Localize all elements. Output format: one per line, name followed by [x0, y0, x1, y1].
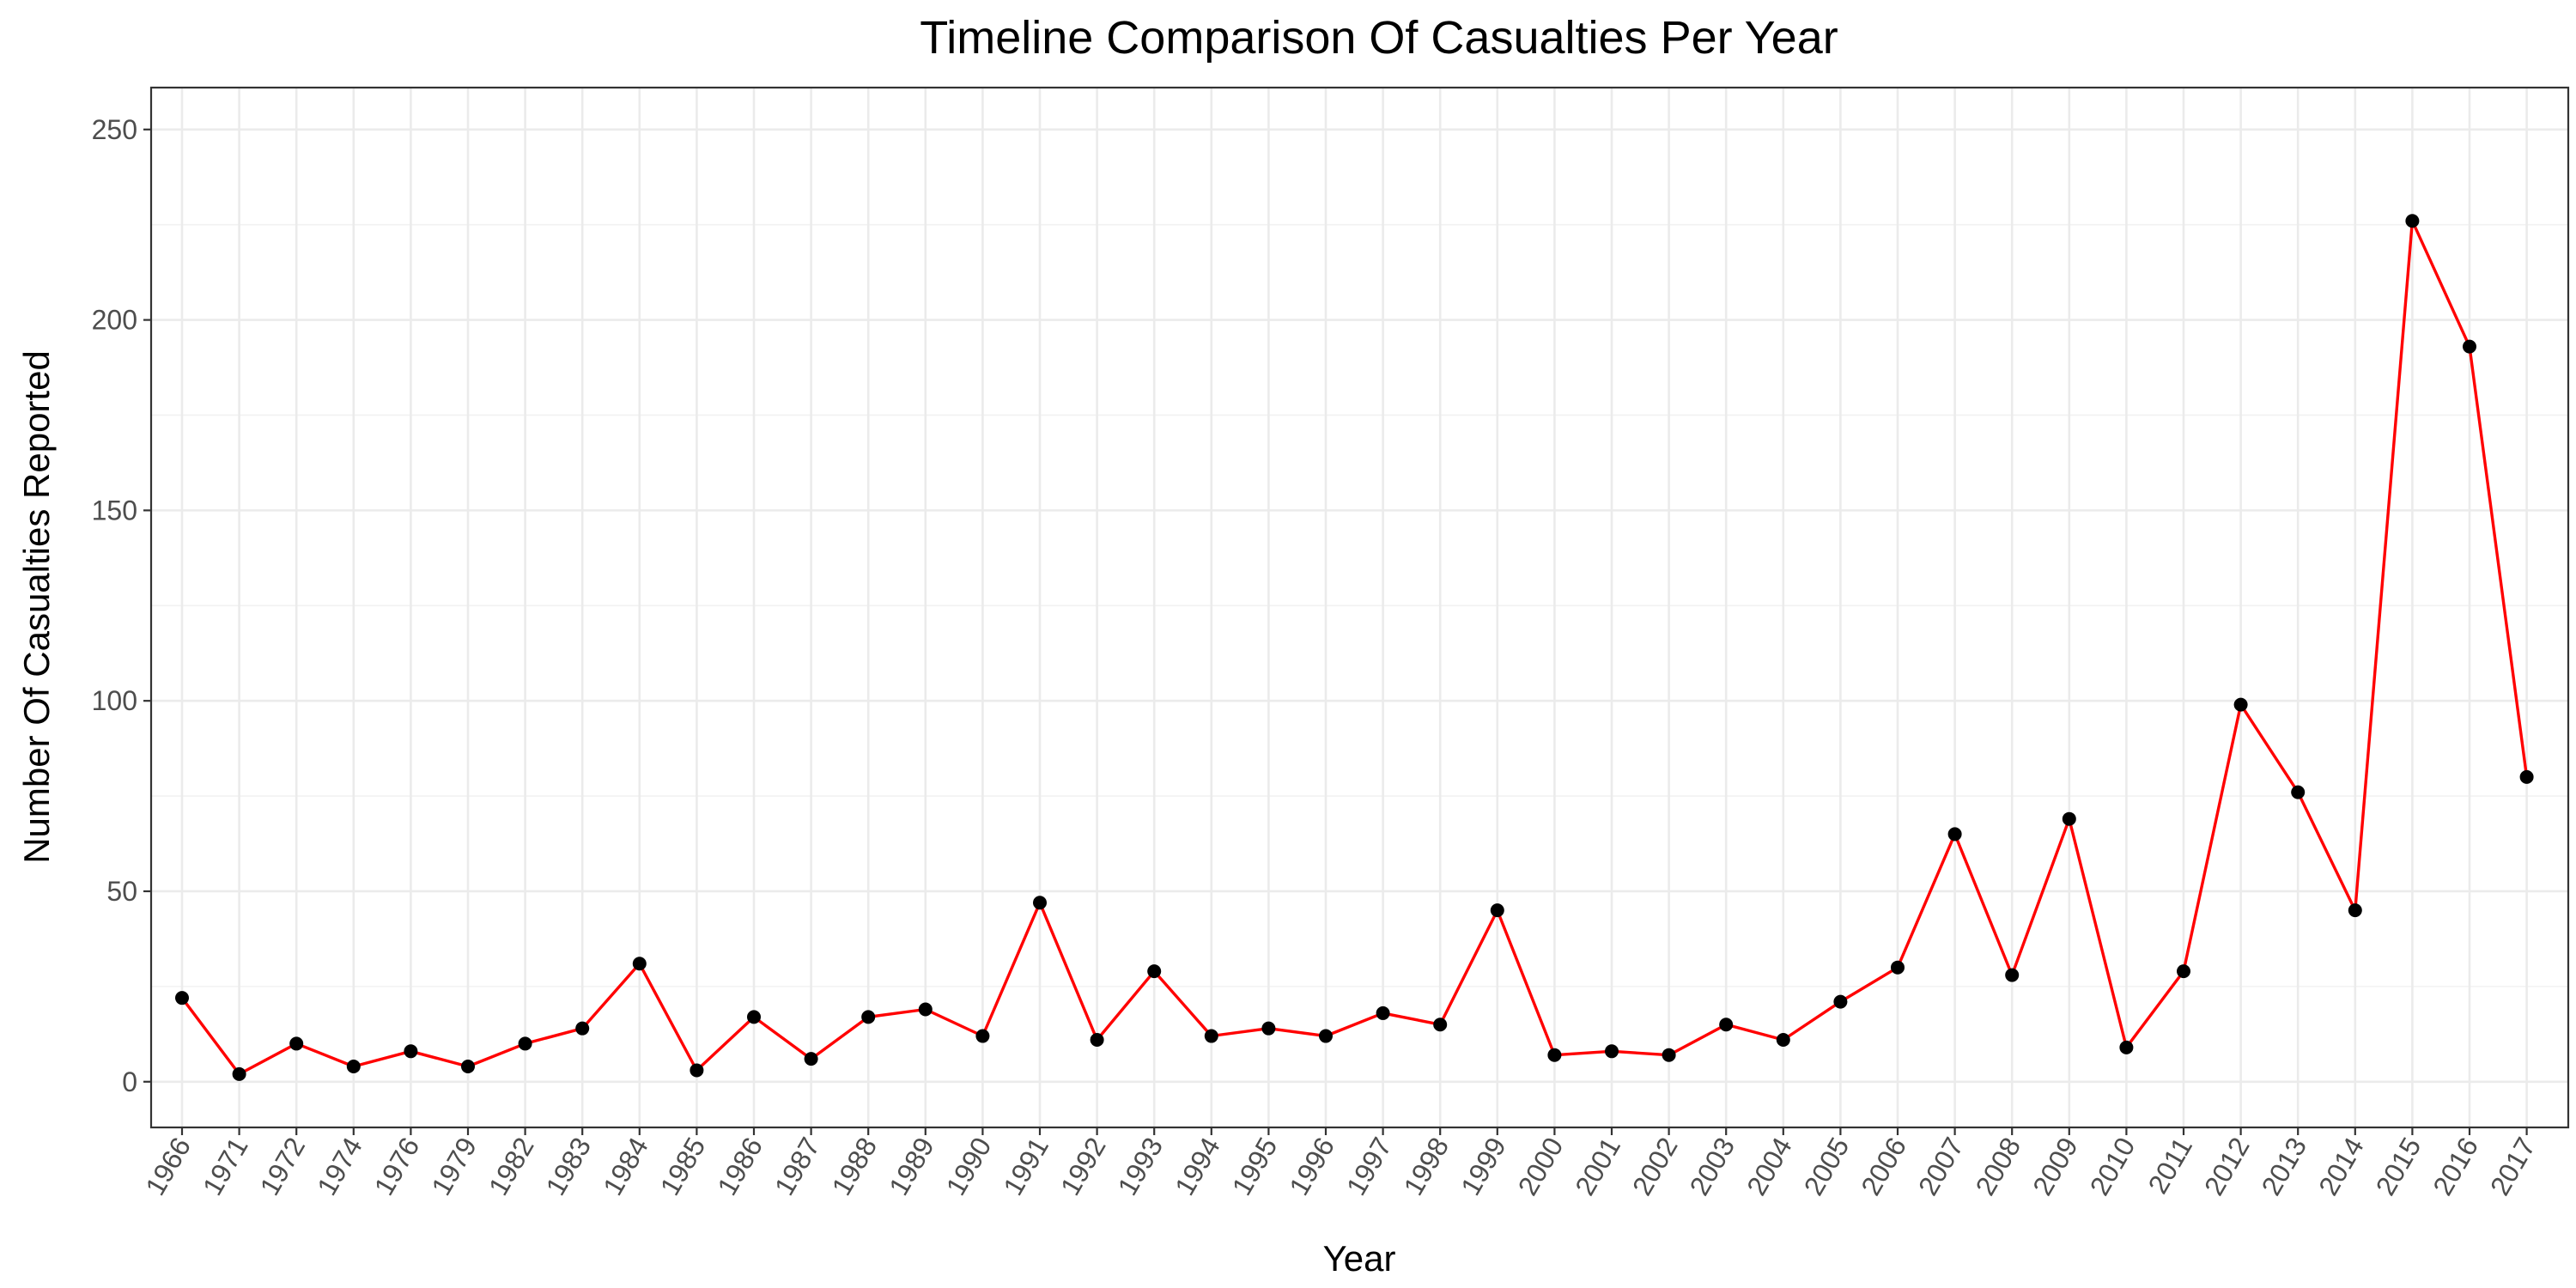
data-point [2405, 214, 2420, 228]
chart-title: Timeline Comparison Of Casualties Per Ye… [920, 12, 1838, 64]
x-tick-label: 2010 [2084, 1133, 2142, 1201]
data-point [2233, 697, 2248, 712]
x-tick-label: 1971 [197, 1133, 254, 1201]
data-point [2519, 769, 2534, 784]
x-tick-label: 1974 [311, 1133, 368, 1201]
x-tick-label: 1985 [654, 1133, 712, 1201]
grid [151, 88, 2568, 1127]
data-point [2062, 811, 2076, 826]
x-tick-label: 2001 [1569, 1133, 1626, 1201]
x-tick-label: 1983 [539, 1133, 597, 1201]
y-axis-title: Number Of Casualties Reported [16, 350, 57, 864]
data-point [2119, 1040, 2134, 1054]
data-point [2463, 339, 2476, 354]
x-tick-label: 1988 [825, 1133, 883, 1201]
y-tick-label: 200 [92, 305, 137, 336]
data-point [2348, 903, 2362, 918]
data-point [2291, 785, 2306, 799]
x-tick-label: 1996 [1283, 1133, 1340, 1201]
data-point [461, 1060, 475, 1074]
data-point [918, 1002, 933, 1017]
x-tick-label: 1990 [940, 1133, 998, 1201]
x-axis-title: Year [1323, 1238, 1396, 1279]
data-point [747, 1010, 761, 1024]
data-point [346, 1060, 361, 1074]
y-tick-label: 250 [92, 114, 137, 145]
plot-panel [151, 88, 2568, 1127]
data-point [289, 1036, 304, 1051]
data-point [1833, 994, 1848, 1009]
y-tick-label: 0 [122, 1066, 137, 1097]
x-tick-label: 2013 [2255, 1133, 2312, 1201]
x-tick-label: 2002 [1626, 1133, 1684, 1201]
x-tick-label: 2015 [2370, 1133, 2427, 1201]
x-tick-label: 1986 [711, 1133, 769, 1201]
data-point [1204, 1029, 1218, 1043]
x-tick-label: 2006 [1855, 1133, 1912, 1201]
data-point [2005, 968, 2020, 982]
x-tick-label: 1966 [139, 1133, 197, 1201]
x-tick-label: 1998 [1397, 1133, 1455, 1201]
x-tick-label: 2012 [2198, 1133, 2256, 1201]
x-tick-label: 2009 [2026, 1133, 2084, 1201]
y-tick-label: 100 [92, 685, 137, 716]
data-point [1719, 1018, 1734, 1032]
x-tick-label: 1976 [368, 1133, 426, 1201]
x-tick-label: 2014 [2312, 1133, 2370, 1201]
series-layer [175, 214, 2534, 1081]
data-point [1433, 1018, 1448, 1032]
data-point [861, 1010, 876, 1024]
x-tick-label: 1997 [1340, 1133, 1398, 1201]
x-tick-label: 1995 [1226, 1133, 1284, 1201]
data-point [175, 991, 189, 1005]
data-point [975, 1029, 990, 1043]
x-tick-label: 1987 [769, 1133, 826, 1201]
data-point [1662, 1048, 1676, 1062]
data-point [1490, 903, 1504, 918]
data-point [1947, 827, 1962, 841]
x-tick-label: 1994 [1169, 1133, 1226, 1201]
data-point [1090, 1032, 1104, 1047]
data-point [1605, 1044, 1619, 1059]
x-tick-label: 1972 [253, 1133, 311, 1201]
x-tick-label: 1999 [1455, 1133, 1512, 1201]
data-point [1776, 1032, 1790, 1047]
x-tick-label: 2007 [1912, 1133, 1970, 1201]
x-tick-label: 1984 [597, 1133, 654, 1201]
series-line [180, 219, 2529, 1076]
data-point [690, 1063, 704, 1078]
data-point [575, 1021, 590, 1036]
data-point [632, 957, 647, 971]
x-tick-label: 2016 [2427, 1133, 2484, 1201]
data-point [232, 1066, 246, 1081]
data-point [404, 1044, 418, 1059]
x-tick-label: 1979 [425, 1133, 483, 1201]
x-tick-label: 2017 [2484, 1133, 2542, 1201]
x-tick-label: 1992 [1054, 1133, 1112, 1201]
plot-panel-border [149, 86, 2570, 1129]
data-point [1147, 964, 1162, 979]
x-tick-label: 2008 [1969, 1133, 2026, 1201]
data-point [804, 1052, 818, 1066]
x-tick-label: 2003 [1683, 1133, 1741, 1201]
x-tick-label: 2005 [1798, 1133, 1856, 1201]
data-point [1319, 1029, 1333, 1043]
data-point [1033, 896, 1047, 910]
y-tick-label: 150 [92, 495, 137, 526]
data-point [1547, 1048, 1562, 1062]
data-point [1376, 1005, 1390, 1020]
data-point [1261, 1021, 1276, 1036]
x-tick-label: 1989 [883, 1133, 940, 1201]
y-tick-label: 50 [106, 876, 137, 907]
x-tick-label: 2011 [2142, 1133, 2198, 1200]
data-point [1891, 960, 1905, 975]
x-tick-label: 1982 [483, 1133, 540, 1201]
x-tick-label: 1993 [1111, 1133, 1169, 1201]
x-tick-label: 2000 [1512, 1133, 1570, 1201]
data-point [2177, 964, 2190, 979]
x-tick-label: 1991 [997, 1133, 1054, 1201]
data-point [518, 1036, 532, 1051]
x-tick-label: 2004 [1741, 1133, 1798, 1201]
